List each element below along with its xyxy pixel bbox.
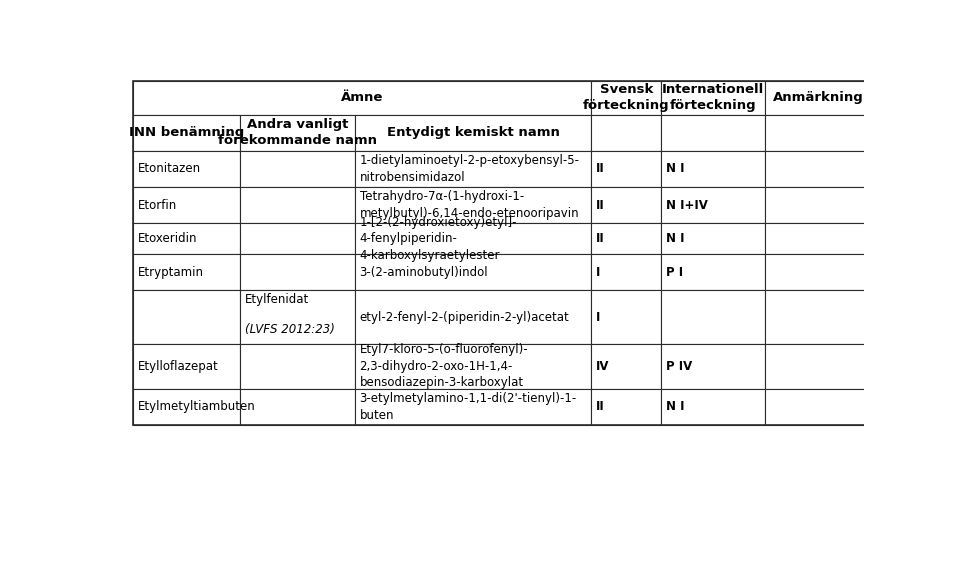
Text: (LVFS 2012:23): (LVFS 2012:23): [245, 324, 335, 336]
Bar: [765, 254, 872, 290]
Bar: [591, 344, 661, 389]
Text: Andra vanligt
förekommande namn: Andra vanligt förekommande namn: [218, 118, 377, 148]
Text: Tetrahydro-7α-(1-hydroxi-1-
metylbutyl)-6,14-endo-etenooripavin: Tetrahydro-7α-(1-hydroxi-1- metylbutyl)-…: [359, 190, 579, 220]
Text: N I: N I: [665, 400, 684, 413]
Bar: [240, 254, 355, 290]
Text: Etoxeridin: Etoxeridin: [138, 232, 198, 245]
Bar: [765, 223, 872, 254]
Text: IV: IV: [596, 360, 610, 373]
Bar: [355, 389, 591, 425]
Bar: [240, 115, 355, 150]
Text: Internationell
förteckning: Internationell förteckning: [662, 83, 764, 112]
Text: Entydigt kemiskt namn: Entydigt kemiskt namn: [387, 126, 560, 139]
Bar: [661, 290, 765, 344]
Text: Etyl7-kloro-5-(o-fluorofenyl)-
2,3-dihydro-2-oxo-1H-1,4-
bensodiazepin-3-karboxy: Etyl7-kloro-5-(o-fluorofenyl)- 2,3-dihyd…: [359, 343, 528, 389]
Bar: [765, 187, 872, 223]
Text: INN benämning: INN benämning: [130, 126, 245, 139]
Text: II: II: [596, 232, 605, 245]
Bar: [133, 187, 240, 223]
Bar: [240, 290, 355, 344]
Text: II: II: [596, 162, 605, 176]
Text: Etylloflazepat: Etylloflazepat: [138, 360, 219, 373]
Text: Etylfenidat: Etylfenidat: [245, 294, 309, 306]
Bar: [133, 389, 240, 425]
Text: II: II: [596, 400, 605, 413]
Bar: [765, 344, 872, 389]
Bar: [765, 290, 872, 344]
Bar: [133, 290, 240, 344]
Text: Svensk
förteckning: Svensk förteckning: [583, 83, 670, 112]
Bar: [240, 150, 355, 187]
Bar: [240, 187, 355, 223]
Text: 3-(2-aminobutyl)indol: 3-(2-aminobutyl)indol: [359, 266, 488, 279]
Bar: [591, 115, 661, 150]
Text: I: I: [596, 266, 600, 279]
Text: 1-dietylaminoetyl-2-p-etoxybensyl-5-
nitrobensimidazol: 1-dietylaminoetyl-2-p-etoxybensyl-5- nit…: [359, 154, 580, 184]
Bar: [240, 223, 355, 254]
Bar: [240, 344, 355, 389]
Bar: [355, 290, 591, 344]
Bar: [355, 344, 591, 389]
Bar: [355, 115, 591, 150]
Text: etyl-2-fenyl-2-(piperidin-2-yl)acetat: etyl-2-fenyl-2-(piperidin-2-yl)acetat: [359, 311, 569, 324]
Bar: [661, 389, 765, 425]
Bar: [133, 81, 872, 425]
Bar: [355, 254, 591, 290]
Bar: [355, 187, 591, 223]
Bar: [765, 81, 872, 115]
Bar: [591, 254, 661, 290]
Bar: [591, 223, 661, 254]
Bar: [661, 187, 765, 223]
Bar: [661, 254, 765, 290]
Text: N I: N I: [665, 162, 684, 176]
Text: Anmärkning: Anmärkning: [773, 91, 864, 104]
Bar: [661, 81, 765, 115]
Bar: [591, 150, 661, 187]
Bar: [591, 290, 661, 344]
Text: P I: P I: [665, 266, 683, 279]
Text: Etryptamin: Etryptamin: [138, 266, 204, 279]
Text: Etorfin: Etorfin: [138, 198, 177, 211]
Text: I: I: [596, 311, 600, 324]
Text: 1-[2-(2-hydroxietoxy)etyl]-
4-fenylpiperidin-
4-karboxylsyraetylester: 1-[2-(2-hydroxietoxy)etyl]- 4-fenylpiper…: [359, 215, 517, 262]
Text: P IV: P IV: [665, 360, 692, 373]
Bar: [661, 115, 765, 150]
Text: 3-etylmetylamino-1,1-di(2'-tienyl)-1-
buten: 3-etylmetylamino-1,1-di(2'-tienyl)-1- bu…: [359, 392, 577, 422]
Bar: [240, 389, 355, 425]
Bar: [133, 81, 591, 115]
Bar: [661, 344, 765, 389]
Text: N I: N I: [665, 232, 684, 245]
Bar: [765, 389, 872, 425]
Bar: [133, 115, 240, 150]
Bar: [355, 150, 591, 187]
Text: II: II: [596, 198, 605, 211]
Bar: [661, 223, 765, 254]
Bar: [591, 187, 661, 223]
Bar: [133, 223, 240, 254]
Bar: [133, 344, 240, 389]
Bar: [591, 81, 661, 115]
Bar: [591, 389, 661, 425]
Text: Etylmetyltiambuten: Etylmetyltiambuten: [138, 400, 255, 413]
Bar: [661, 150, 765, 187]
Bar: [133, 150, 240, 187]
Bar: [133, 254, 240, 290]
Text: Etonitazen: Etonitazen: [138, 162, 201, 176]
Text: N I+IV: N I+IV: [665, 198, 708, 211]
Bar: [765, 115, 872, 150]
Bar: [765, 150, 872, 187]
Text: Ämne: Ämne: [341, 91, 384, 104]
Bar: [355, 223, 591, 254]
